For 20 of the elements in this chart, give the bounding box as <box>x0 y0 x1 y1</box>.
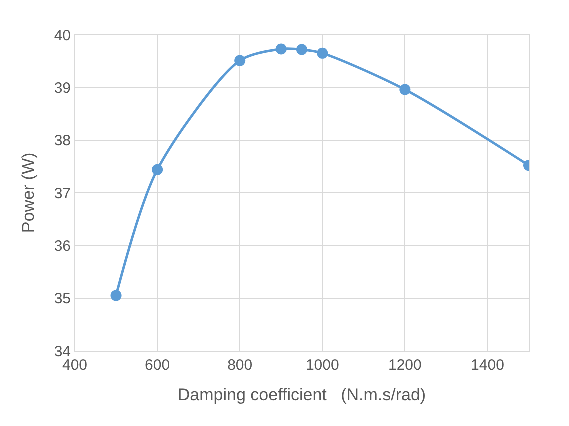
point <box>234 55 246 66</box>
point <box>317 48 328 59</box>
point <box>110 290 122 302</box>
y-tick-label: 37 <box>54 185 71 202</box>
y-axis-title: Power (W) <box>18 152 38 234</box>
y-tick-label: 38 <box>54 132 71 150</box>
point <box>400 84 411 96</box>
y-tick-label: 36 <box>54 238 71 255</box>
x-axis-title: Damping coefficient (N.m.s/rad) <box>178 385 426 404</box>
x-tick-label: 1000 <box>306 357 340 374</box>
point <box>152 164 164 176</box>
x-tick-label: 1200 <box>388 357 422 374</box>
x-tick-label: 600 <box>145 357 170 374</box>
x-tick-label: 800 <box>228 357 253 374</box>
y-tick-label: 35 <box>54 290 71 308</box>
point <box>296 44 308 56</box>
y-tick-label: 40 <box>54 27 71 44</box>
point <box>276 44 287 55</box>
x-tick-label: 1400 <box>471 357 504 374</box>
y-tick-label: 39 <box>54 80 71 97</box>
